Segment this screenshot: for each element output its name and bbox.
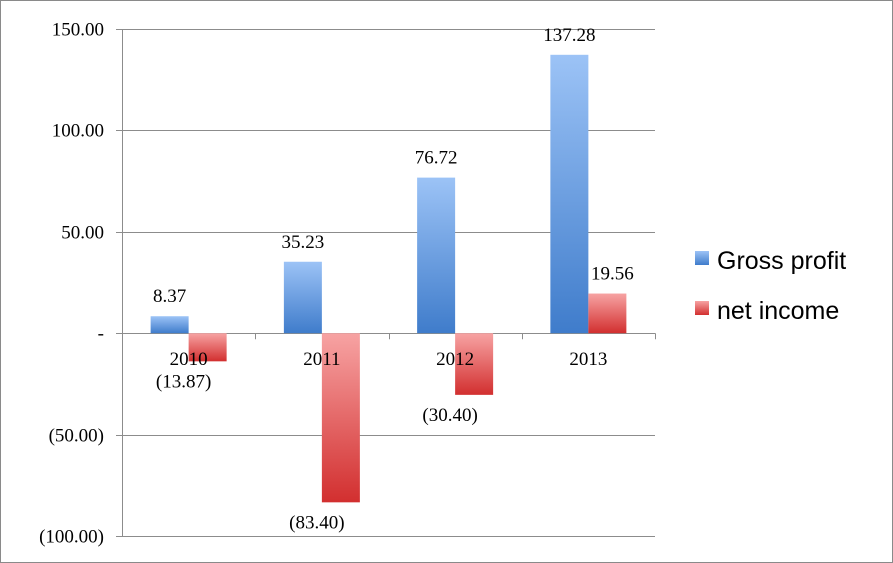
x-tick-label: 2010 — [170, 349, 208, 370]
y-tick-label: (100.00) — [39, 527, 104, 548]
data-label: 19.56 — [591, 264, 634, 285]
bars — [150, 54, 627, 503]
y-tick-label: 50.00 — [61, 223, 104, 244]
data-label: 8.37 — [153, 286, 186, 307]
legend: Gross profit net income — [695, 247, 846, 325]
data-label: (83.40) — [289, 512, 344, 533]
bar-net-income — [588, 293, 627, 334]
legend-label: net income — [717, 297, 839, 325]
data-label: 76.72 — [415, 148, 458, 169]
legend-label: Gross profit — [717, 247, 846, 275]
x-tick-label: 2012 — [436, 349, 474, 370]
y-tick-label: - — [98, 324, 104, 345]
legend-swatch-net-income — [695, 301, 709, 315]
x-tick-label: 2013 — [569, 349, 607, 370]
bar-net-income — [188, 333, 227, 362]
bar-net-income — [455, 333, 494, 395]
y-tick-label: 150.00 — [52, 20, 104, 41]
data-label: 35.23 — [282, 232, 325, 253]
x-tick-label: 2011 — [303, 349, 340, 370]
data-label: 137.28 — [543, 25, 595, 46]
y-tick-label: 100.00 — [52, 121, 104, 142]
labels: 2010 8.37 (13.87) 2011 35.23 (83.40) 2012 76.72… — [153, 25, 634, 534]
data-label: (13.87) — [156, 371, 211, 392]
bar-gross-profit — [283, 261, 322, 334]
bar-gross-profit — [150, 316, 189, 334]
bar-gross-profit — [417, 177, 456, 334]
legend-swatch-gross-profit — [695, 251, 709, 265]
bar-net-income — [321, 333, 360, 503]
bar-gross-profit — [550, 54, 589, 334]
y-tick-label: (50.00) — [49, 426, 104, 447]
data-label: (30.40) — [422, 405, 477, 426]
